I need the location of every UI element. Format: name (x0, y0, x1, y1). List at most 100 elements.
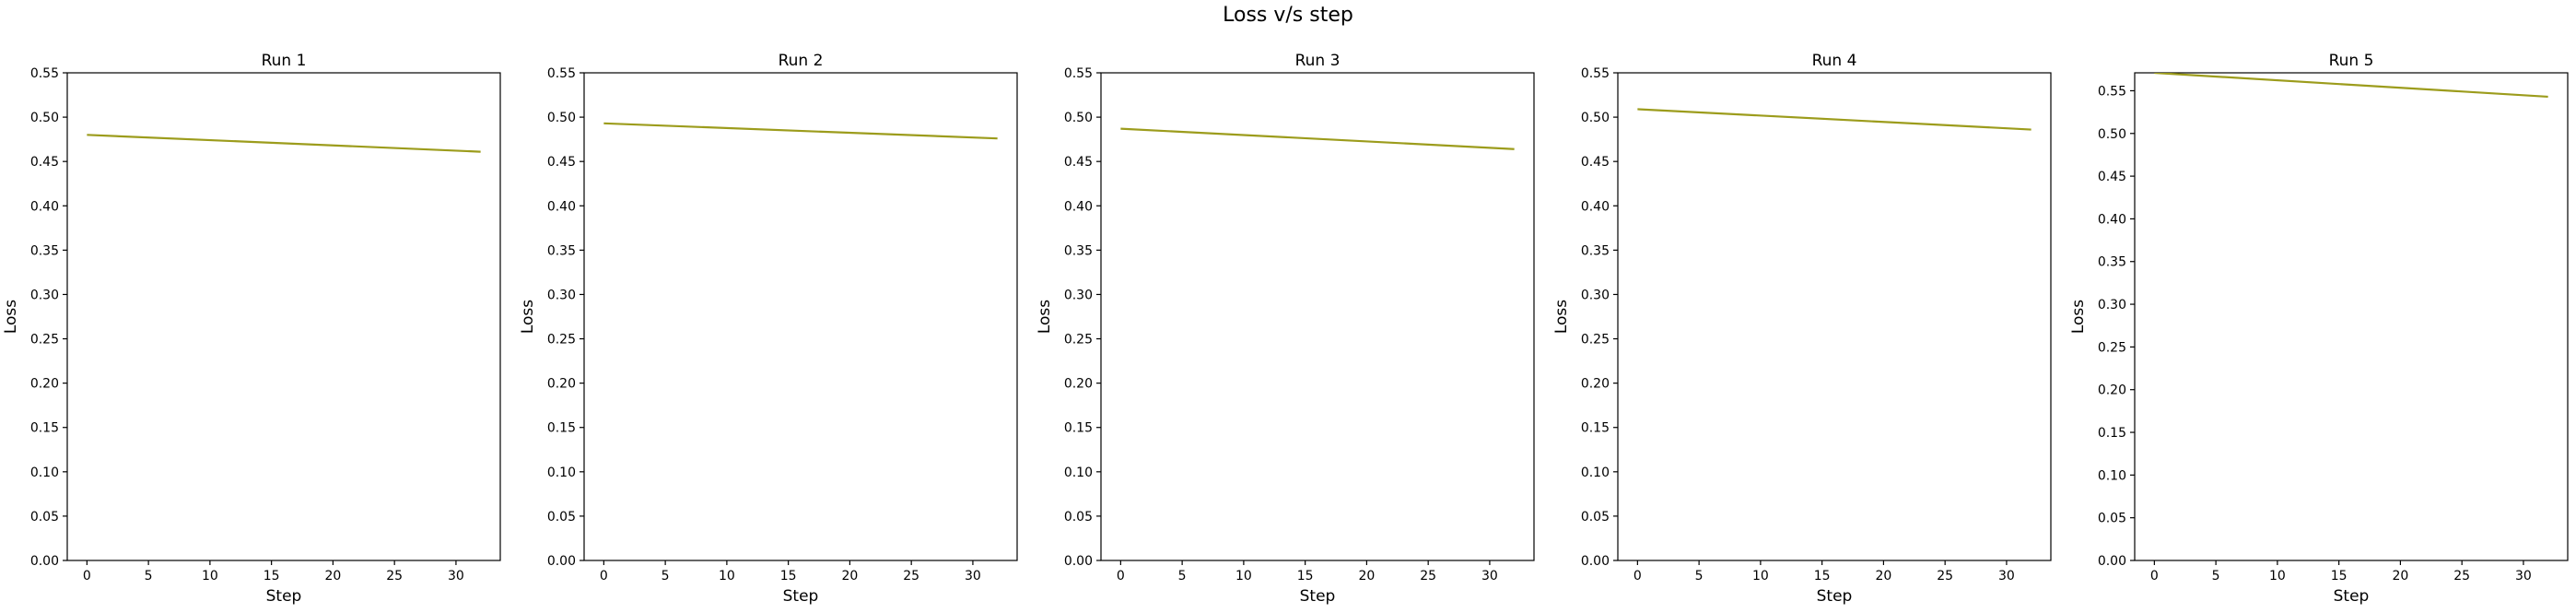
x-tick-label: 20 (324, 569, 341, 584)
y-tick-label: 0.20 (1064, 377, 1093, 392)
series-line (1120, 127, 1515, 150)
y-tick-label: 0.40 (547, 199, 576, 214)
y-tick-label: 0.05 (2098, 512, 2126, 526)
subplot-title: Run 3 (1295, 52, 1341, 70)
y-tick-label: 0.05 (547, 510, 576, 525)
subplot-title: Run 2 (779, 52, 824, 70)
x-axis-label: Step (1300, 587, 1336, 606)
y-axis-label: Loss (519, 300, 537, 334)
y-tick-label: 0.00 (30, 554, 59, 569)
y-tick-label: 0.25 (2098, 340, 2126, 355)
y-tick-label: 0.15 (2098, 426, 2126, 441)
y-axis-label: Loss (2, 300, 20, 334)
y-tick-label: 0.45 (1581, 155, 1610, 170)
y-tick-label: 0.05 (1064, 510, 1093, 525)
x-axis-label: Step (2334, 587, 2370, 606)
x-tick-label: 25 (386, 569, 403, 584)
y-tick-label: 0.20 (547, 377, 576, 392)
subplot-run-2: Run 2 0.00 0.05 0.10 0.15 0.20 0.25 0.30 0.35 0.4… (519, 52, 1018, 606)
x-tick-label: 10 (1752, 569, 1769, 584)
y-tick-label: 0.40 (1064, 199, 1093, 214)
y-tick-label: 0.50 (1064, 111, 1093, 125)
subplot-run-4: Run 4 0.00 0.05 0.10 0.15 0.20 0.25 0.30 0.35 0.4… (1552, 52, 2052, 606)
x-tick-label: 20 (1875, 569, 1891, 584)
subplot-title: Run 1 (262, 52, 307, 70)
y-axis-label: Loss (2069, 300, 2088, 334)
x-tick-label: 0 (600, 569, 608, 584)
x-tick-label: 20 (1358, 569, 1375, 584)
y-tick-label: 0.00 (2098, 554, 2126, 569)
x-tick-label: 15 (780, 569, 797, 584)
y-tick-label: 0.05 (30, 510, 59, 525)
y-tick-label: 0.10 (2098, 468, 2126, 483)
x-tick-label: 5 (1695, 569, 1704, 584)
series-line (2154, 73, 2548, 99)
series-line (1637, 108, 2032, 131)
y-tick-label: 0.20 (2098, 383, 2126, 398)
y-tick-label: 0.15 (30, 421, 59, 436)
y-tick-label: 0.35 (30, 243, 59, 258)
y-tick-label: 0.25 (547, 333, 576, 348)
y-tick-label: 0.00 (1581, 554, 1610, 569)
y-tick-label: 0.50 (547, 111, 576, 125)
y-tick-label: 0.10 (30, 466, 59, 480)
x-tick-label: 30 (1481, 569, 1498, 584)
x-tick-label: 10 (202, 569, 218, 584)
y-tick-label: 0.45 (1064, 155, 1093, 170)
subplot-run-5: Run 5 0.00 0.05 0.10 0.15 0.20 0.25 0.30 0.35 0.4… (2069, 52, 2569, 606)
x-tick-label: 25 (2453, 569, 2470, 584)
y-tick-label: 0.00 (547, 554, 576, 569)
x-tick-label: 25 (1420, 569, 1436, 584)
y-tick-label: 0.25 (1581, 333, 1610, 348)
y-tick-label: 0.30 (1064, 288, 1093, 302)
x-tick-label: 30 (965, 569, 981, 584)
axes-frame (2134, 72, 2569, 561)
x-tick-label: 0 (1633, 569, 1642, 584)
x-tick-label: 15 (1814, 569, 1831, 584)
y-tick-label: 0.50 (30, 111, 59, 125)
y-tick-label: 0.20 (1581, 377, 1610, 392)
y-tick-label: 0.55 (1581, 66, 1610, 81)
x-tick-label: 20 (841, 569, 858, 584)
y-tick-label: 0.05 (1581, 510, 1610, 525)
y-tick-label: 0.40 (2098, 212, 2126, 227)
y-axis-label: Loss (1036, 300, 1054, 334)
x-tick-label: 5 (662, 569, 670, 584)
y-tick-label: 0.45 (30, 155, 59, 170)
y-tick-label: 0.50 (2098, 127, 2126, 142)
y-tick-label: 0.10 (1064, 466, 1093, 480)
x-axis-label: Step (266, 587, 302, 606)
y-tick-label: 0.30 (1581, 288, 1610, 302)
y-tick-label: 0.55 (30, 66, 59, 81)
y-tick-label: 0.15 (1064, 421, 1093, 436)
series-line (603, 122, 998, 140)
x-tick-label: 0 (1117, 569, 1125, 584)
y-tick-label: 0.35 (1581, 243, 1610, 258)
y-tick-label: 0.45 (2098, 170, 2126, 184)
y-tick-label: 0.35 (547, 243, 576, 258)
axes-frame (66, 72, 501, 561)
y-tick-label: 0.55 (547, 66, 576, 81)
y-tick-label: 0.10 (1581, 466, 1610, 480)
x-tick-label: 5 (1178, 569, 1187, 584)
y-tick-label: 0.00 (1064, 554, 1093, 569)
y-tick-label: 0.10 (547, 466, 576, 480)
x-tick-label: 5 (2212, 569, 2220, 584)
axes-frame (583, 72, 1018, 561)
x-tick-label: 30 (448, 569, 464, 584)
y-tick-label: 0.20 (30, 377, 59, 392)
y-tick-label: 0.15 (547, 421, 576, 436)
subplot-title: Run 4 (1812, 52, 1857, 70)
y-axis-label: Loss (1552, 300, 1571, 334)
subplot-title: Run 5 (2329, 52, 2374, 70)
y-tick-label: 0.55 (2098, 84, 2126, 99)
x-tick-label: 0 (2150, 569, 2159, 584)
x-tick-label: 25 (1937, 569, 1953, 584)
y-tick-label: 0.45 (547, 155, 576, 170)
y-tick-label: 0.40 (30, 199, 59, 214)
y-tick-label: 0.35 (1064, 243, 1093, 258)
x-tick-label: 15 (263, 569, 280, 584)
x-tick-label: 20 (2392, 569, 2408, 584)
y-tick-label: 0.15 (1581, 421, 1610, 436)
